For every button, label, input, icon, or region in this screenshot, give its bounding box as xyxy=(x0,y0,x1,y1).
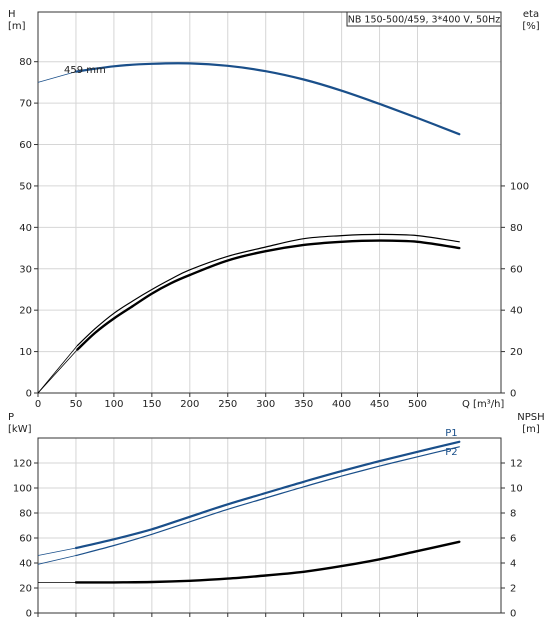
y-left-tick-label: 70 xyxy=(19,99,32,110)
y-right-tick-label: 10 xyxy=(510,484,523,495)
curve-label: 459 mm xyxy=(64,65,106,76)
y-left-tick-label: 40 xyxy=(19,559,32,570)
series-label: P2 xyxy=(445,447,457,458)
y-right-tick-label: 20 xyxy=(510,347,523,358)
head-efficiency-panel: 0 50 100 150 200 250 300 350 400 450 5000102030405… xyxy=(8,9,540,410)
y-left-tick-label: 20 xyxy=(19,306,32,317)
y-right-tick-label: 60 xyxy=(510,264,523,275)
series-line xyxy=(74,440,461,550)
x-tick-label: 150 xyxy=(142,399,161,410)
y-left-tick-label: 50 xyxy=(19,181,32,192)
series-extension-line xyxy=(37,547,77,556)
y-left-tick-label: 30 xyxy=(19,264,32,275)
y-left-axis-label: P xyxy=(8,412,14,423)
y-left-tick-label: 60 xyxy=(19,534,32,545)
y-left-tick-label: 10 xyxy=(19,347,32,358)
series-line xyxy=(75,446,460,557)
y-right-tick-label: 0 xyxy=(510,389,516,400)
x-tick-label: 500 xyxy=(408,399,427,410)
x-tick-label: 200 xyxy=(180,399,199,410)
series-line xyxy=(74,62,461,136)
y-left-tick-label: 40 xyxy=(19,223,32,234)
series-line xyxy=(76,239,461,351)
y-left-axis-label: H xyxy=(8,9,16,20)
y-right-tick-label: 0 xyxy=(510,609,516,620)
y-right-tick-label: 40 xyxy=(510,306,523,317)
title-box xyxy=(346,11,502,27)
y-right-tick-label: 12 xyxy=(510,459,523,470)
y-right-tick-label: 100 xyxy=(510,181,529,192)
y-left-axis-unit: [m] xyxy=(8,21,26,32)
y-right-axis-unit: [m] xyxy=(522,424,540,435)
y-right-tick-label: 4 xyxy=(510,559,516,570)
series-extension-line xyxy=(37,555,77,565)
y-right-axis-label: NPSH xyxy=(517,412,544,423)
series-label: P1 xyxy=(445,428,457,439)
x-tick-label: 0 xyxy=(35,399,41,410)
series-extension-line xyxy=(37,71,77,83)
x-tick-label: 250 xyxy=(218,399,237,410)
y-left-tick-label: 0 xyxy=(26,389,32,400)
y-right-axis-label: eta xyxy=(523,9,539,20)
y-left-tick-label: 80 xyxy=(19,57,32,68)
y-left-tick-label: 20 xyxy=(19,584,32,595)
y-right-tick-label: 8 xyxy=(510,509,516,520)
x-tick-label: 350 xyxy=(294,399,313,410)
y-left-tick-label: 120 xyxy=(13,459,32,470)
series-line xyxy=(76,233,460,346)
chart-title: NB 150-500/459, 3*400 V, 50Hz xyxy=(348,15,500,26)
x-tick-label: 50 xyxy=(70,399,83,410)
y-left-tick-label: 80 xyxy=(19,509,32,520)
series-extension-line xyxy=(37,349,78,394)
x-tick-label: 300 xyxy=(256,399,275,410)
y-right-tick-label: 2 xyxy=(510,584,516,595)
x-tick-label: 100 xyxy=(104,399,123,410)
y-right-tick-label: 6 xyxy=(510,534,516,545)
power-npsh-panel: 0 20 40 60 80 100 120 0 2 4 6 8 10 12 P[kW] NPSH[m] P1 P2 xyxy=(8,412,545,620)
y-right-axis-unit: [%] xyxy=(522,21,539,32)
y-left-tick-label: 100 xyxy=(13,484,32,495)
x-tick-label: 450 xyxy=(370,399,389,410)
series-extension-line xyxy=(37,345,78,394)
plot-frame xyxy=(37,11,502,394)
y-left-tick-label: 60 xyxy=(19,140,32,151)
y-left-axis-unit: [kW] xyxy=(8,424,32,435)
y-left-tick-label: 0 xyxy=(26,609,32,620)
y-right-tick-label: 80 xyxy=(510,223,523,234)
x-tick-label: 400 xyxy=(332,399,351,410)
x-axis-label: Q [m³/h] xyxy=(462,399,504,410)
series-line xyxy=(74,540,461,584)
plot-frame xyxy=(37,437,502,614)
